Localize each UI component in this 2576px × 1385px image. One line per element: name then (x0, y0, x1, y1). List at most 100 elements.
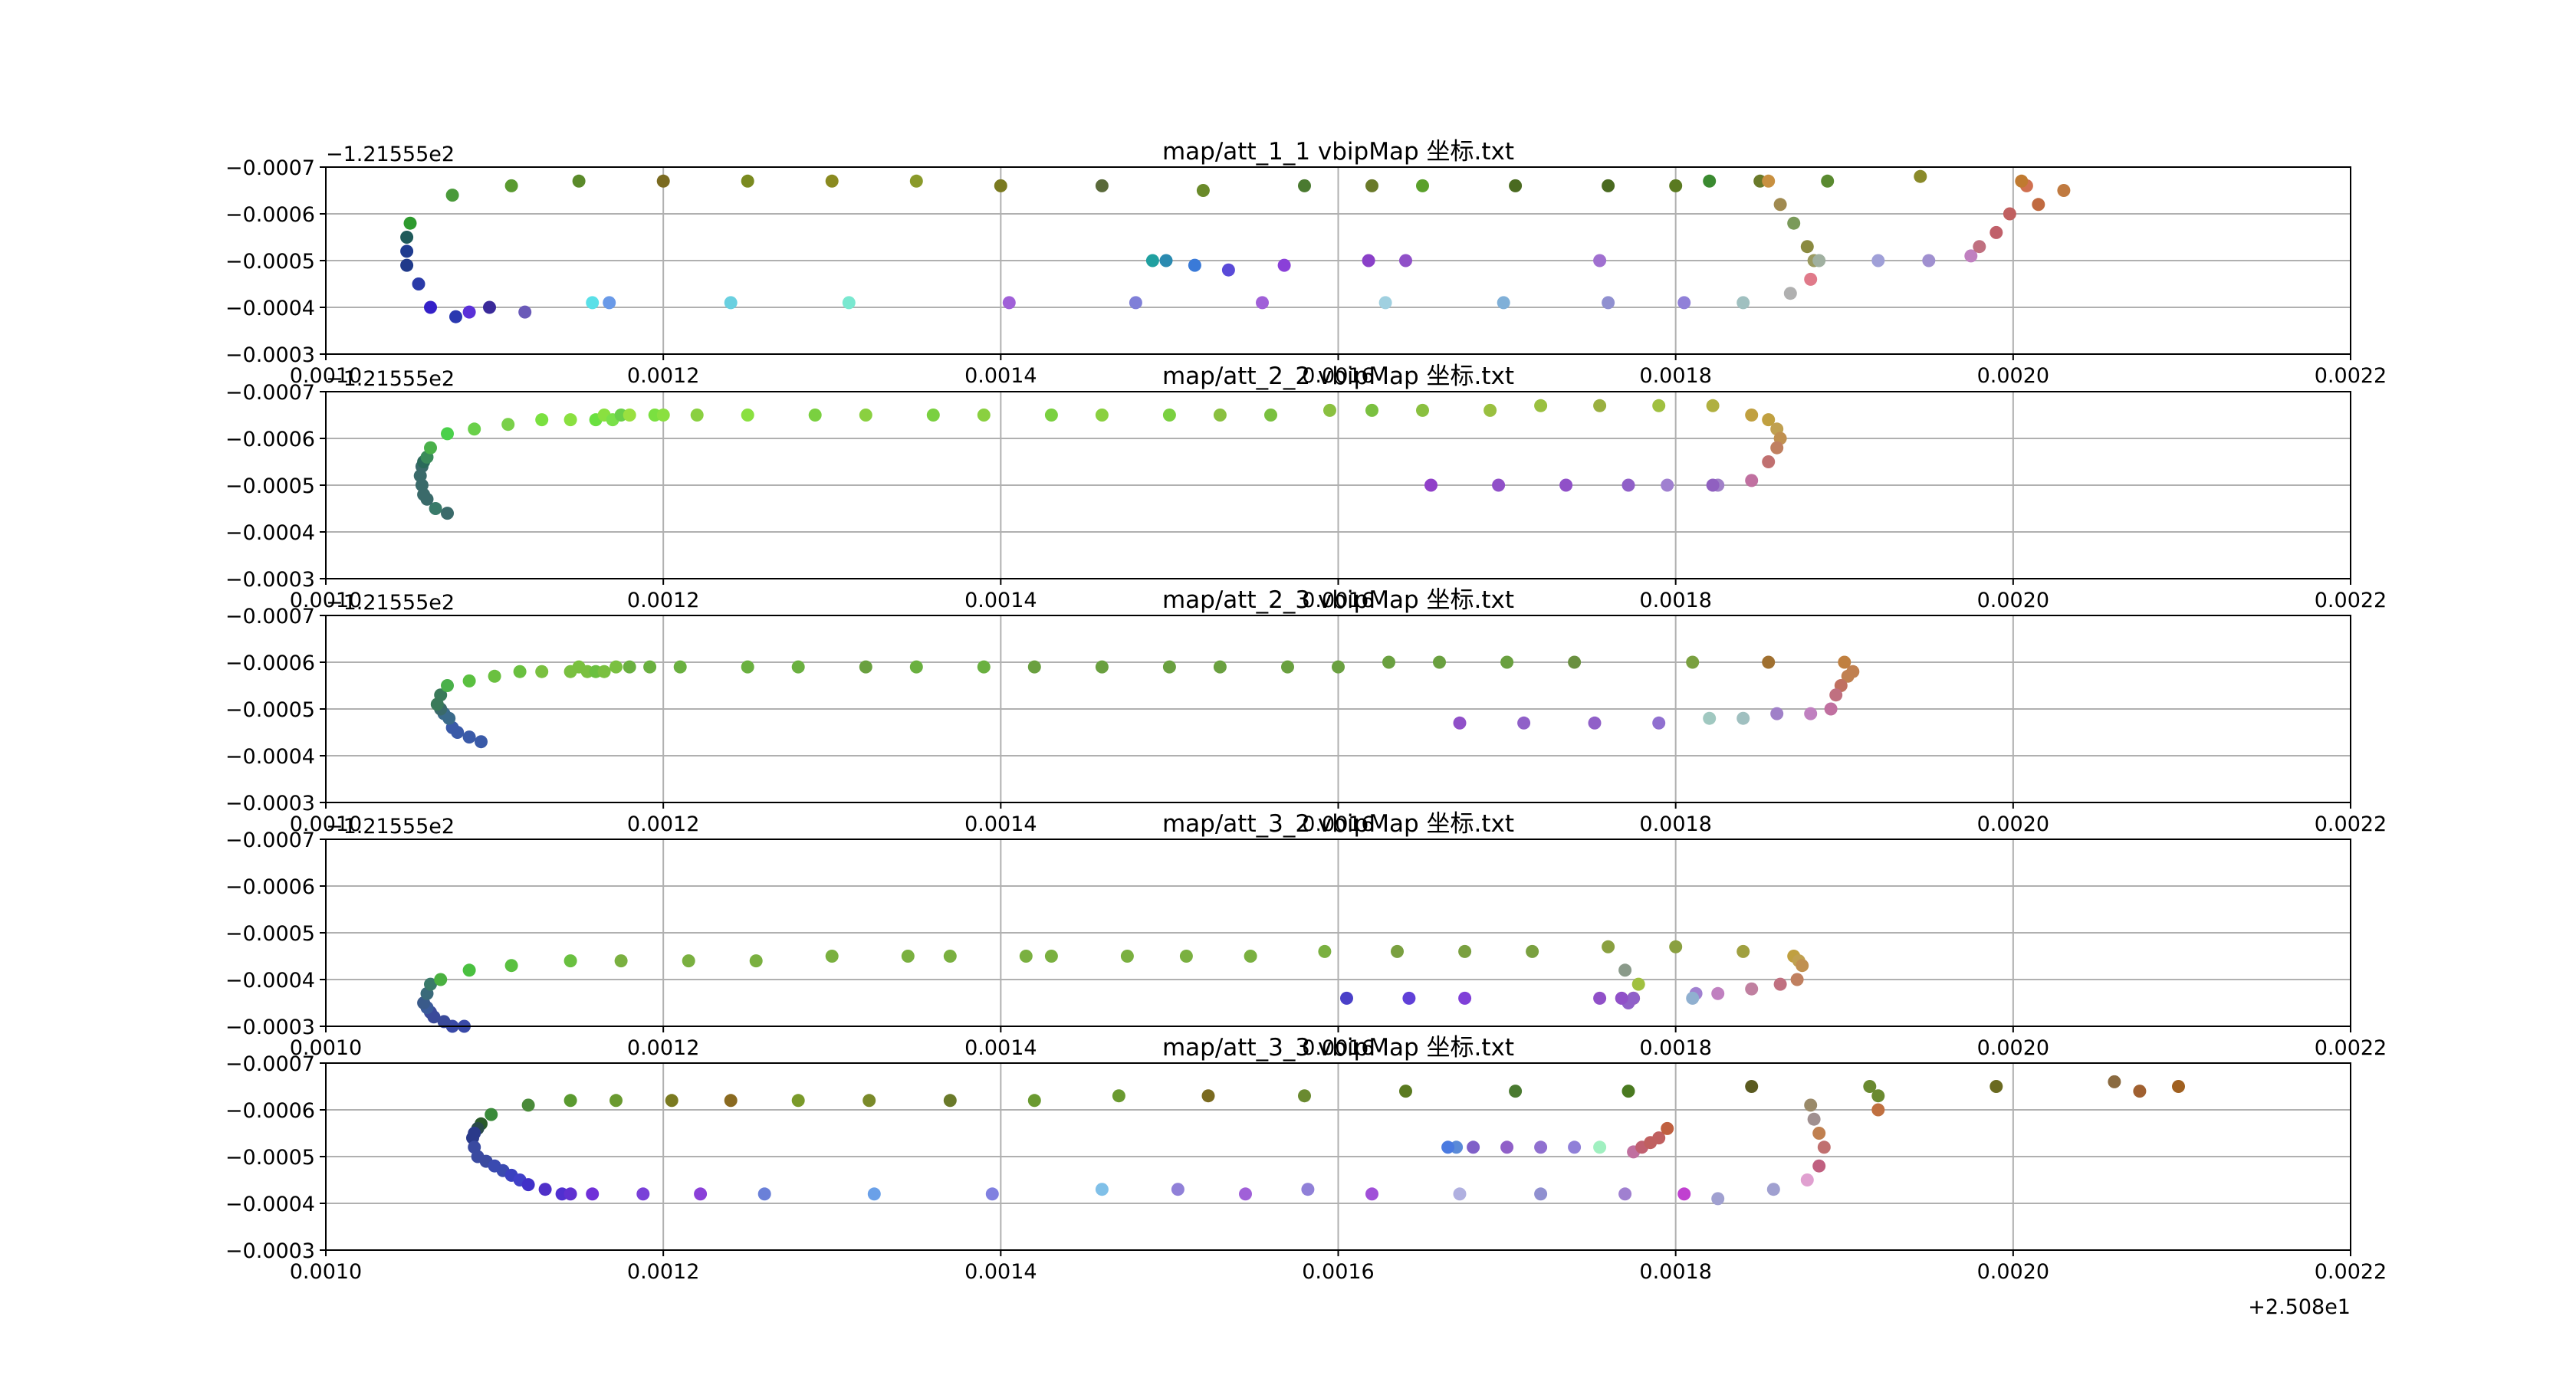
scatter-point (564, 954, 577, 968)
scatter-point (1706, 478, 1720, 492)
scatter-point (1593, 399, 1607, 412)
scatter-point (1500, 655, 1514, 669)
scatter-point (1378, 296, 1392, 310)
scatter-point (1179, 950, 1193, 963)
y-tick-label: −0.0004 (225, 297, 315, 320)
scatter-point (1500, 1140, 1514, 1154)
x-tick-label: 0.0010 (290, 812, 362, 836)
scatter-point (1145, 254, 1159, 267)
scatter-point (1588, 716, 1602, 730)
scatter-point (468, 422, 481, 436)
scatter-point (1770, 441, 1784, 455)
x-tick-label: 0.0014 (964, 1036, 1037, 1060)
subplot-3: 0.0010 0.0012 0.0014 0.0016 0.0018 0.0020 0.00… (225, 586, 2387, 836)
subplot-2: 0.0010 0.0012 0.0014 0.0016 0.0018 0.0020 0.00… (225, 363, 2387, 612)
x-tick-label: 0.0018 (1639, 812, 1711, 836)
scatter-point (1661, 1121, 1674, 1135)
scatter-point (462, 674, 476, 688)
x-tick-label: 0.0016 (1302, 812, 1374, 836)
scatter-point (1416, 403, 1429, 417)
scatter-point (475, 735, 488, 749)
x-tick-label: 0.0018 (1639, 589, 1711, 612)
axes-frame (325, 166, 2351, 355)
scatter-point (1509, 179, 1523, 192)
scatter-point (1812, 1127, 1826, 1140)
scatter-point (1964, 249, 1978, 263)
scatter-point (1618, 1187, 1632, 1201)
scatter-point (1745, 982, 1759, 996)
scatter-point (1213, 660, 1227, 674)
scatter-point (1365, 179, 1378, 192)
scatter-point (1706, 399, 1720, 412)
scatter-point (518, 305, 532, 319)
scatter-point (694, 1187, 708, 1201)
scatter-point (1762, 655, 1776, 669)
scatter-point (1534, 1187, 1548, 1201)
scatter-point (1871, 254, 1885, 267)
scatter-point (412, 277, 426, 290)
y-offset-label: −1.21555e2 (326, 591, 455, 615)
scatter-point (441, 679, 454, 692)
y-tick-label: −0.0006 (225, 1099, 315, 1123)
scatter-point (1534, 399, 1548, 412)
scatter-point (1990, 1080, 2003, 1093)
y-tick-label: −0.0003 (225, 792, 315, 816)
scatter-point (1686, 655, 1700, 669)
scatter-point (724, 296, 738, 310)
scatter-point (501, 418, 515, 432)
y-offset-label: −1.21555e2 (326, 143, 455, 166)
scatter-point (441, 507, 454, 520)
scatter-point (462, 305, 476, 319)
scatter-point (1332, 660, 1345, 674)
subplot-title: map/att_3_3 vbipMap 坐标.txt (1162, 1034, 1514, 1062)
scatter-series (430, 655, 1860, 749)
scatter-point (1188, 258, 1201, 272)
scatter-point (994, 179, 1007, 192)
scatter-point (1871, 1103, 1885, 1117)
subplot-5: 0.0010 0.0012 0.0014 0.0016 0.0018 0.0020 0.00… (225, 1034, 2387, 1319)
scatter-point (1467, 1140, 1480, 1154)
x-tick-label: 0.0012 (627, 1036, 699, 1060)
scatter-point (808, 409, 822, 422)
x-tick-label: 0.0010 (290, 1260, 362, 1284)
x-tick-label: 0.0010 (290, 1036, 362, 1060)
x-tick-label: 0.0012 (627, 364, 699, 388)
scatter-point (1922, 254, 1936, 267)
scatter-point (2172, 1080, 2185, 1093)
scatter-point (434, 973, 448, 986)
y-tick-label: −0.0003 (225, 568, 315, 592)
scatter-point (2032, 198, 2045, 212)
y-tick-label: −0.0006 (225, 875, 315, 899)
scatter-point (741, 174, 754, 188)
scatter-point (690, 409, 704, 422)
scatter-point (1453, 716, 1467, 730)
scatter-point (1796, 959, 1809, 973)
x-tick-label: 0.0022 (2315, 812, 2387, 836)
y-tick-label: −0.0007 (225, 381, 315, 405)
scatter-point (437, 1015, 451, 1029)
x-tick-label: 0.0018 (1639, 1260, 1711, 1284)
scatter-point (1800, 1173, 1814, 1186)
scatter-point (1162, 409, 1176, 422)
y-tick-label: −0.0007 (225, 829, 315, 852)
scatter-point (825, 950, 839, 963)
scatter-point (643, 660, 657, 674)
scatter-point (1914, 169, 1927, 183)
scatter-point (1762, 174, 1776, 188)
scatter-point (1745, 474, 1759, 487)
scatter-point (586, 296, 600, 310)
scatter-point (1745, 409, 1759, 422)
x-tick-label: 0.0018 (1639, 364, 1711, 388)
scatter-point (1112, 1089, 1125, 1103)
scatter-point (1787, 216, 1801, 230)
scatter-point (1492, 478, 1506, 492)
scatter-point (400, 231, 414, 244)
y-tick-label: −0.0004 (225, 521, 315, 545)
y-tick-label: −0.0004 (225, 745, 315, 769)
scatter-point (1044, 409, 1058, 422)
scatter-point (1652, 399, 1666, 412)
scatter-point (1829, 688, 1843, 702)
scatter-point (863, 1094, 876, 1108)
scatter-series (417, 940, 1809, 1033)
x-tick-label: 0.0022 (2315, 1260, 2387, 1284)
